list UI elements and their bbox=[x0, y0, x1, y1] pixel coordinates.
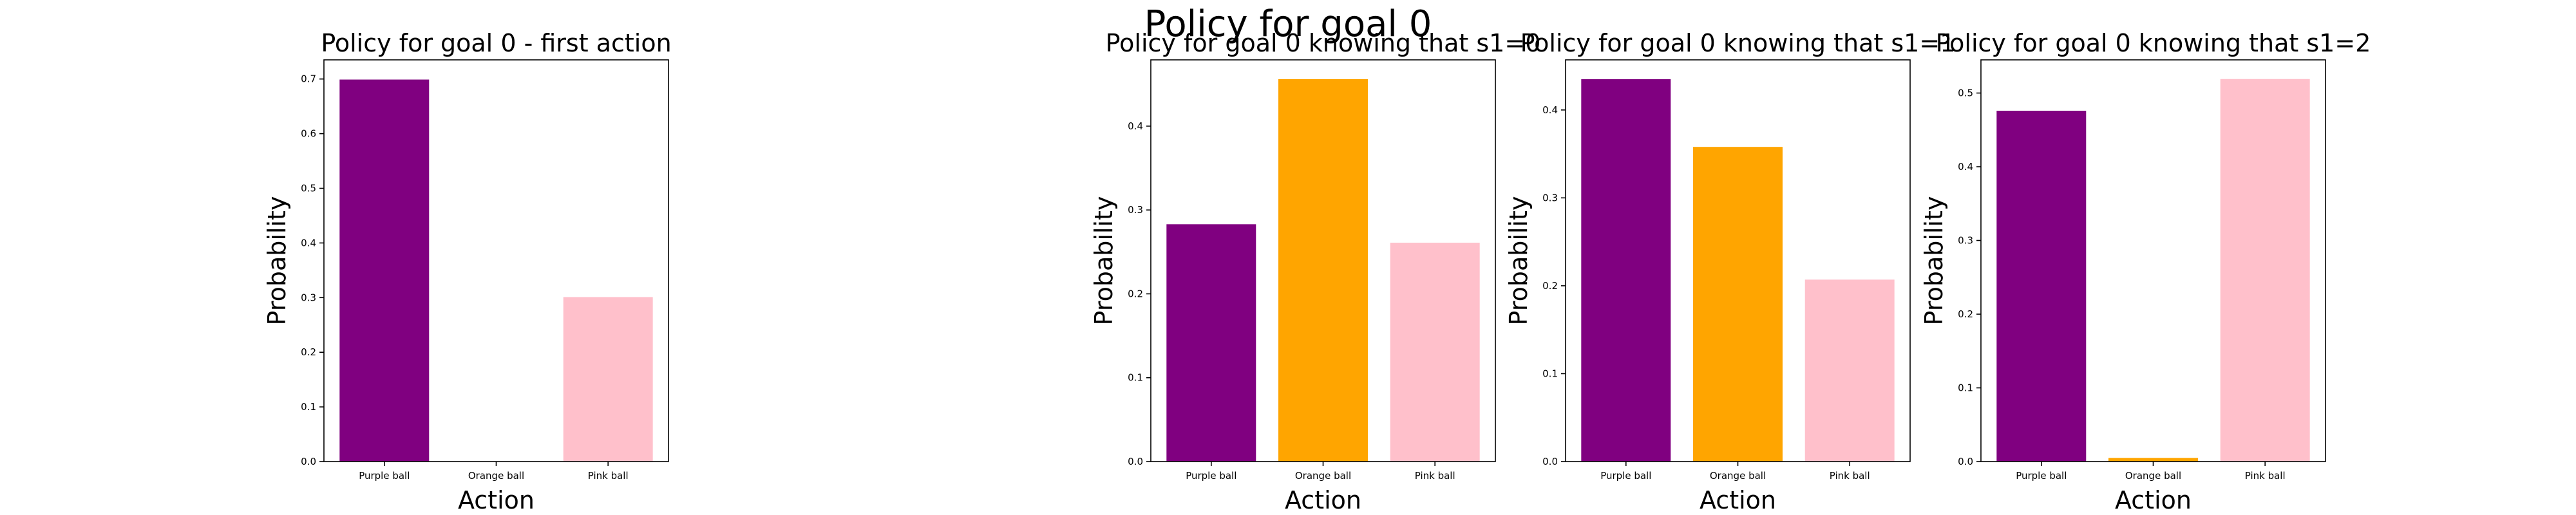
x-tick-label: Purple ball bbox=[1186, 470, 1236, 482]
x-axis-label: Action bbox=[1285, 486, 1361, 514]
x-tick-label: Orange ball bbox=[1295, 470, 1351, 482]
bar-pink-ball bbox=[2220, 79, 2310, 462]
bar-purple-ball bbox=[339, 79, 430, 462]
x-tick-label: Purple ball bbox=[1600, 470, 1651, 482]
bar-purple-ball bbox=[1581, 79, 1671, 462]
x-tick-label: Orange ball bbox=[2125, 470, 2181, 482]
x-tick-label: Purple ball bbox=[359, 470, 410, 482]
y-tick-label: 0.2 bbox=[1542, 280, 1558, 292]
subplot-title: Policy for goal 0 - first action bbox=[321, 29, 671, 57]
x-tick-label: Pink ball bbox=[2245, 470, 2286, 482]
y-axis-label: Probability bbox=[1504, 196, 1533, 326]
y-tick-label: 0.0 bbox=[1128, 456, 1143, 467]
x-axis-label: Action bbox=[1700, 486, 1776, 514]
y-tick-label: 0.3 bbox=[1542, 192, 1558, 203]
x-tick-label: Pink ball bbox=[1415, 470, 1455, 482]
y-tick-label: 0.7 bbox=[301, 73, 316, 85]
y-tick-label: 0.5 bbox=[1958, 88, 1973, 99]
bar-orange-ball bbox=[1278, 79, 1368, 462]
bar-orange-ball bbox=[2108, 458, 2198, 462]
subplot-title: Policy for goal 0 knowing that s1=1 bbox=[1520, 29, 1956, 57]
y-tick-label: 0.3 bbox=[301, 292, 316, 303]
x-axis-label: Action bbox=[458, 486, 535, 514]
y-tick-label: 0.2 bbox=[301, 346, 316, 358]
y-tick-label: 0.3 bbox=[1958, 235, 1973, 247]
bar-orange-ball bbox=[1693, 147, 1783, 462]
y-tick-label: 0.6 bbox=[301, 128, 316, 140]
y-tick-label: 0.4 bbox=[301, 237, 316, 248]
x-tick-label: Orange ball bbox=[1710, 470, 1766, 482]
y-tick-label: 0.1 bbox=[1128, 372, 1143, 384]
y-axis-label: Probability bbox=[263, 196, 291, 326]
y-tick-label: 0.0 bbox=[301, 456, 316, 467]
x-tick-label: Pink ball bbox=[588, 470, 629, 482]
y-tick-label: 0.1 bbox=[1958, 382, 1973, 394]
bar-purple-ball bbox=[1996, 111, 2087, 462]
y-tick-label: 0.2 bbox=[1128, 288, 1143, 299]
y-tick-label: 0.4 bbox=[1958, 161, 1973, 173]
bar-pink-ball bbox=[1804, 279, 1895, 462]
y-tick-label: 0.0 bbox=[1542, 456, 1558, 467]
y-tick-label: 0.3 bbox=[1128, 204, 1143, 216]
y-tick-label: 0.1 bbox=[1542, 368, 1558, 379]
y-axis-label: Probability bbox=[1090, 196, 1118, 326]
y-tick-label: 0.1 bbox=[301, 401, 316, 413]
x-axis-label: Action bbox=[2115, 486, 2192, 514]
y-tick-label: 0.4 bbox=[1128, 120, 1143, 132]
bar-purple-ball bbox=[1166, 224, 1256, 462]
y-axis-label: Probability bbox=[1920, 196, 1948, 326]
bar-pink-ball bbox=[1390, 242, 1480, 462]
figure-title: Policy for goal 0 bbox=[1144, 3, 1432, 45]
y-tick-label: 0.0 bbox=[1958, 456, 1973, 467]
y-tick-label: 0.5 bbox=[301, 183, 316, 194]
subplot-title: Policy for goal 0 knowing that s1=0 bbox=[1106, 29, 1541, 57]
bar-pink-ball bbox=[563, 297, 653, 462]
y-tick-label: 0.2 bbox=[1958, 308, 1973, 320]
x-tick-label: Pink ball bbox=[1830, 470, 1870, 482]
subplot-title: Policy for goal 0 knowing that s1=2 bbox=[1936, 29, 2371, 57]
x-tick-label: Orange ball bbox=[468, 470, 524, 482]
x-tick-label: Purple ball bbox=[2016, 470, 2067, 482]
y-tick-label: 0.4 bbox=[1542, 104, 1558, 116]
